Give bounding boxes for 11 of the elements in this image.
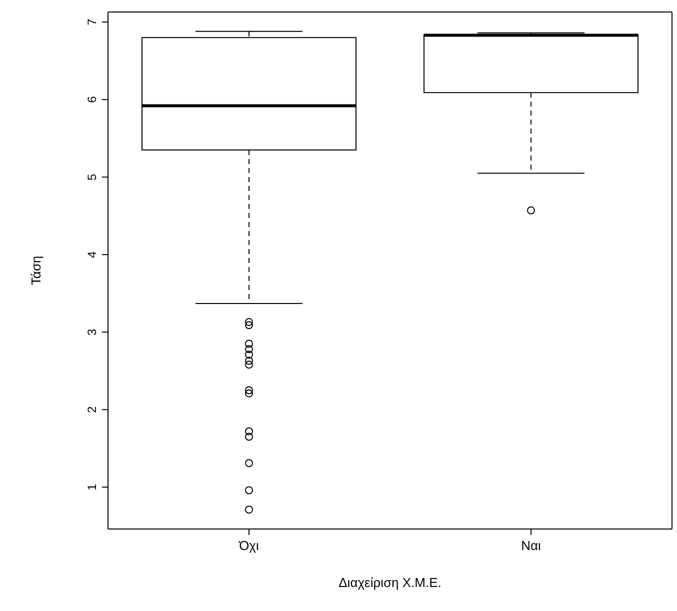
x-axis-title: Διαχείριση Χ.Μ.Ε.: [338, 575, 442, 590]
y-tick-label: 3: [85, 328, 99, 336]
y-tick-label: 5: [85, 173, 99, 180]
x-tick-label: Όχι: [238, 538, 259, 554]
y-tick-label: 4: [85, 250, 99, 258]
x-tick-label: Ναι: [521, 538, 542, 554]
y-tick-label: 7: [85, 18, 99, 26]
y-tick-label: 1: [85, 483, 99, 490]
y-tick-label: 6: [85, 96, 99, 103]
y-axis-title: Τάση: [28, 256, 44, 286]
y-tick-label: 2: [85, 406, 99, 413]
